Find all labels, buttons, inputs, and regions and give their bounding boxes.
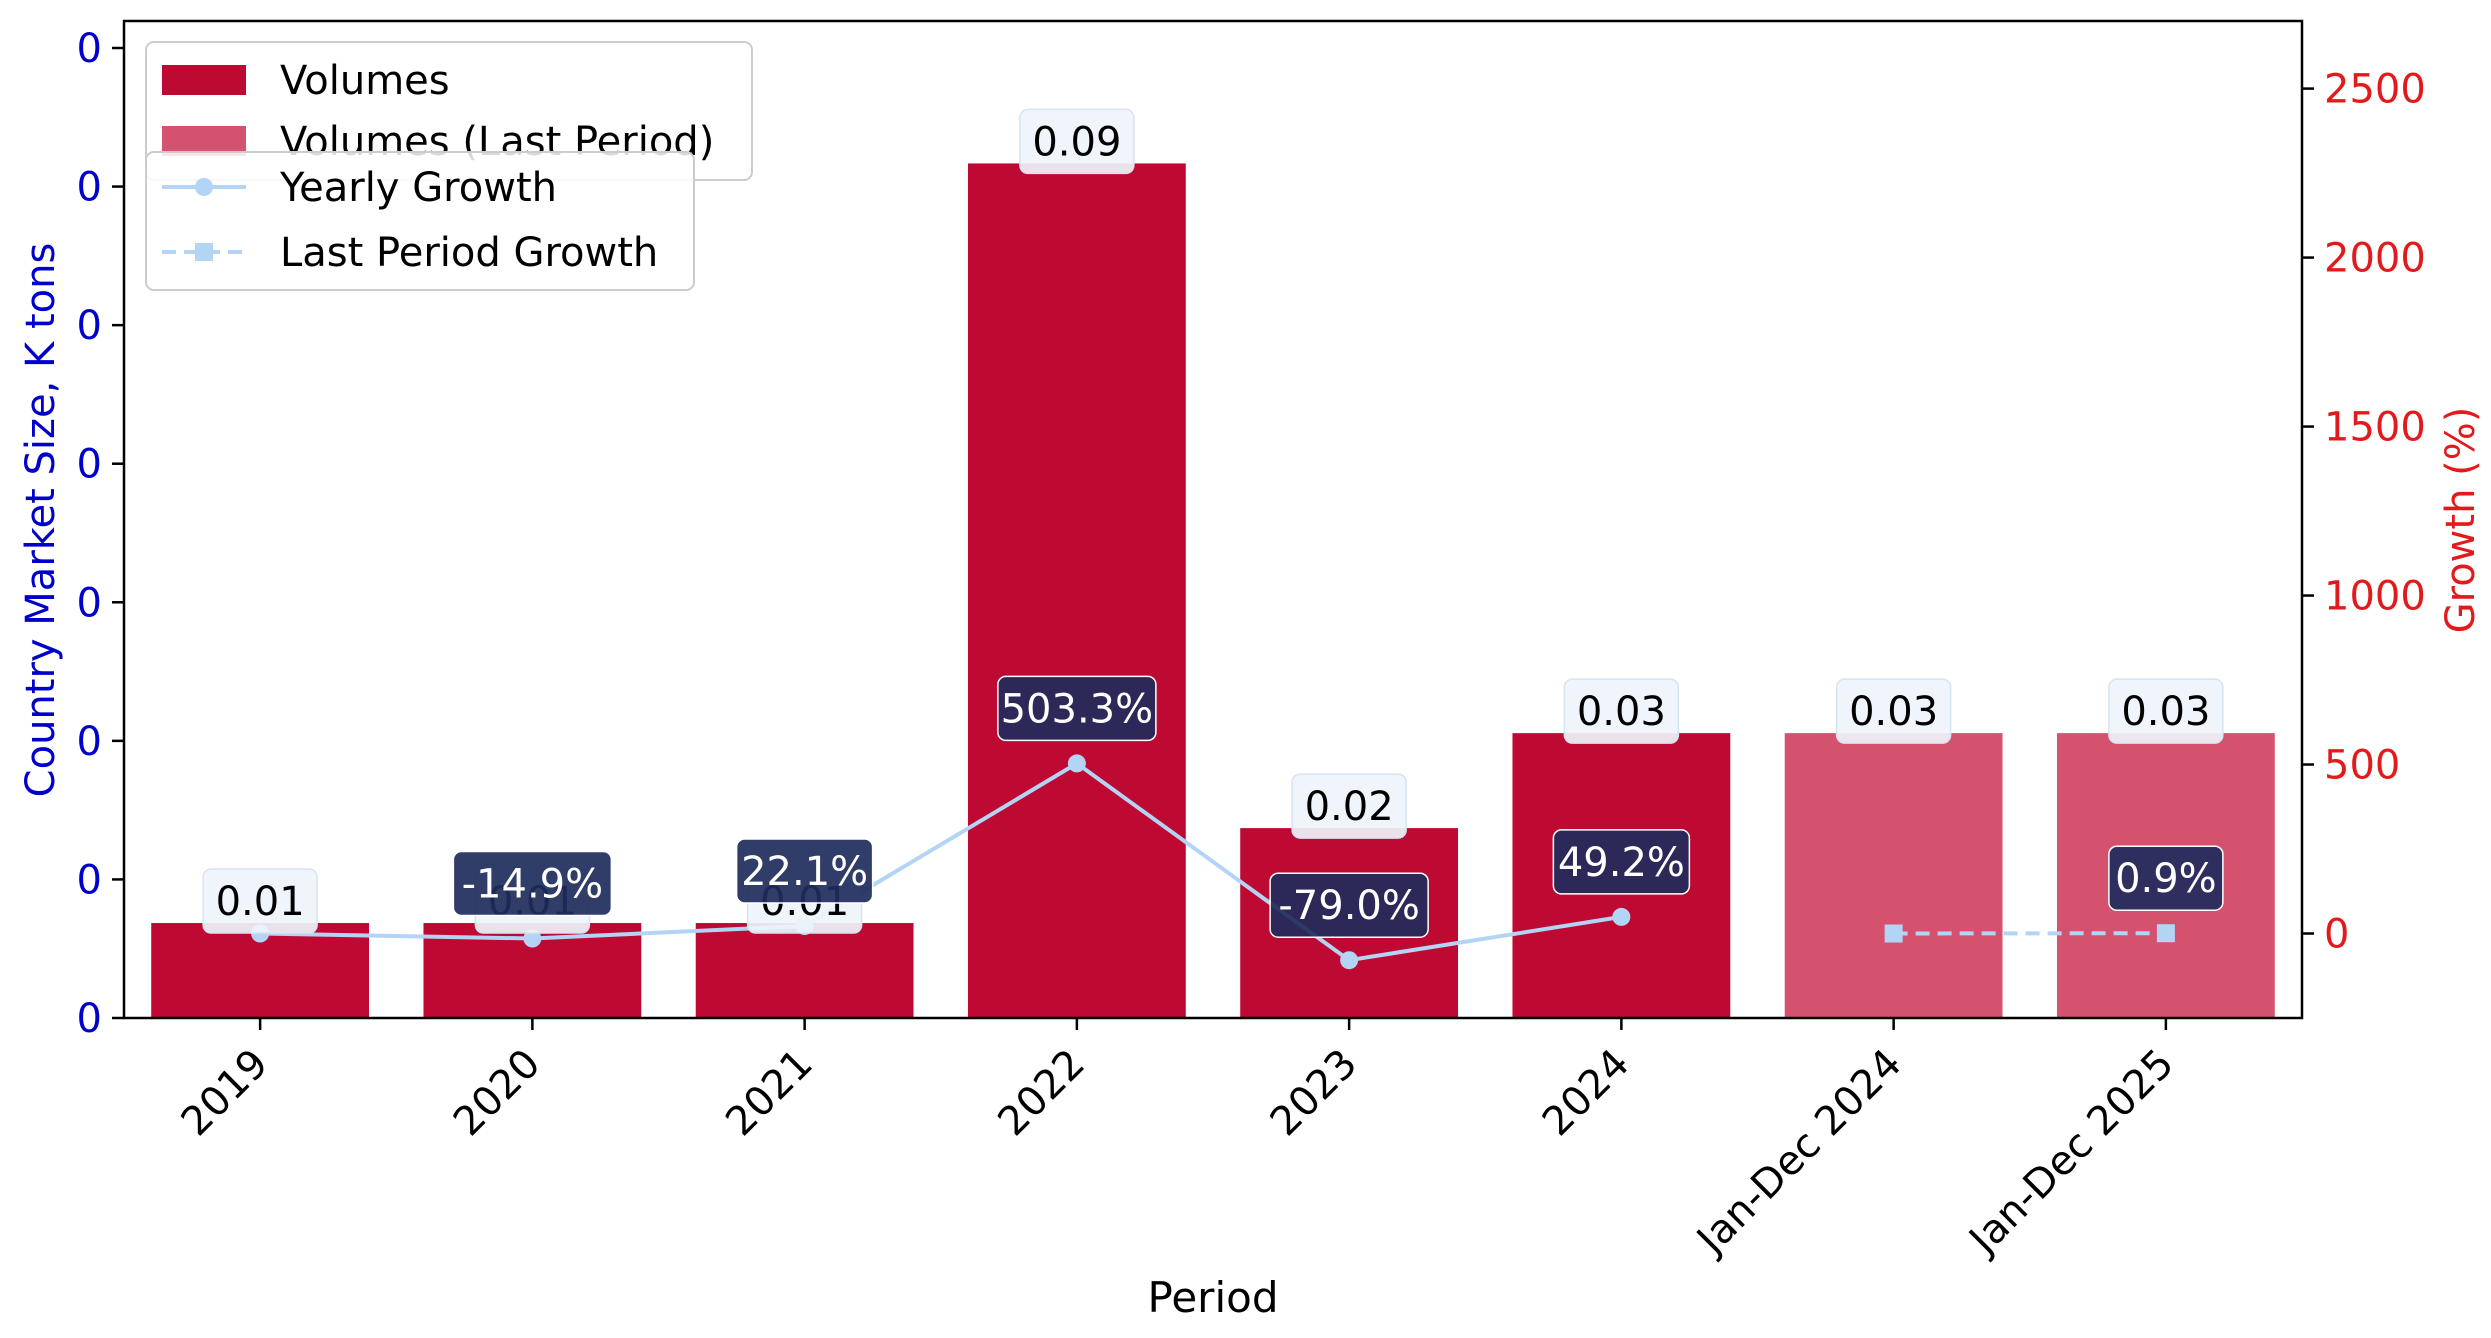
svg-text:0.03: 0.03	[1577, 689, 1666, 735]
y-tick-label-5: 0	[77, 303, 102, 349]
svg-text:503.3%: 503.3%	[1001, 686, 1154, 732]
growth-point-3	[1067, 754, 1086, 773]
legend-growth: Yearly Growth Last Period Growth	[145, 151, 695, 291]
svg-text:49.2%: 49.2%	[1558, 840, 1685, 886]
y2-tick-label-3: 1500	[2324, 405, 2426, 451]
bar-volume-2	[695, 923, 914, 1018]
growth-label-4: -79.0%	[1269, 872, 1429, 938]
svg-text:-14.9%: -14.9%	[462, 862, 604, 908]
yearly-growth-line	[260, 761, 1622, 963]
y-tick-label-1: 0	[77, 857, 102, 903]
y-tick-label-3: 0	[77, 580, 102, 626]
bar-value-label-3: 0.09	[1019, 108, 1135, 175]
y2-tick-label-1: 500	[2324, 743, 2400, 789]
y2-tick-label-2: 1000	[2324, 574, 2426, 620]
legend-label-growth-1: Last Period Growth	[280, 230, 658, 276]
labels-layer: 0.010.010.010.090.020.030.030.03-14.9%22…	[202, 108, 2224, 938]
bar-value-label-4: 0.02	[1291, 773, 1407, 839]
svg-text:0.9%: 0.9%	[2115, 856, 2217, 902]
y-tick-label-4: 0	[77, 442, 102, 488]
growth-label-3: 503.3%	[997, 675, 1157, 742]
svg-text:0.03: 0.03	[2121, 689, 2210, 735]
y2-tick-label-4: 2000	[2324, 236, 2426, 282]
last-period-growth-point-7	[2156, 924, 2175, 943]
x-axis-title: Period	[1148, 1273, 1279, 1322]
svg-text:22.1%: 22.1%	[741, 849, 868, 895]
svg-text:0.02: 0.02	[1305, 784, 1394, 830]
y-tick-label-2: 0	[77, 719, 102, 765]
legend-label-0: Volumes	[280, 58, 450, 104]
bar-value-label-5: 0.03	[1563, 678, 1680, 744]
bar-value-label-0: 0.01	[202, 868, 318, 934]
y2-axis-title: Growth (%)	[2438, 407, 2484, 634]
svg-text:0.03: 0.03	[1849, 689, 1938, 735]
last-period-growth-point-6	[1884, 924, 1903, 943]
svg-text:-79.0%: -79.0%	[1278, 883, 1420, 929]
y-tick-label-0: 0	[77, 996, 102, 1042]
legend-swatch-0	[162, 65, 246, 95]
y2-tick-label-0: 0	[2324, 912, 2349, 958]
y-tick-label-7: 0	[77, 26, 102, 72]
legend-label-growth-0: Yearly Growth	[279, 165, 557, 211]
legend-marker-0	[195, 178, 213, 196]
growth-point-5	[1612, 907, 1631, 926]
y-tick-label-6: 0	[77, 165, 102, 211]
growth-point-1	[523, 929, 542, 948]
bar-value-label-6: 0.03	[1835, 678, 1952, 744]
legend-marker-1	[195, 243, 213, 261]
plot-frame	[122, 19, 2304, 1020]
y2-tick-label-5: 2500	[2324, 67, 2426, 113]
growth-label-7: 0.9%	[2108, 845, 2224, 911]
growth-point-4	[1340, 951, 1359, 970]
bar-volume-3	[967, 163, 1186, 1018]
bars-layer	[151, 163, 2275, 1018]
svg-text:0.01: 0.01	[216, 879, 305, 925]
bar-value-label-7: 0.03	[2108, 678, 2224, 744]
growth-label-5: 49.2%	[1552, 829, 1691, 895]
growth-label-1: -14.9%	[452, 850, 613, 917]
svg-text:0.09: 0.09	[1032, 119, 1121, 165]
growth-label-2: 22.1%	[735, 838, 874, 904]
y-axis-title: Country Market Size, K tons	[18, 243, 64, 798]
bar-last-period-6	[1784, 733, 2003, 1018]
